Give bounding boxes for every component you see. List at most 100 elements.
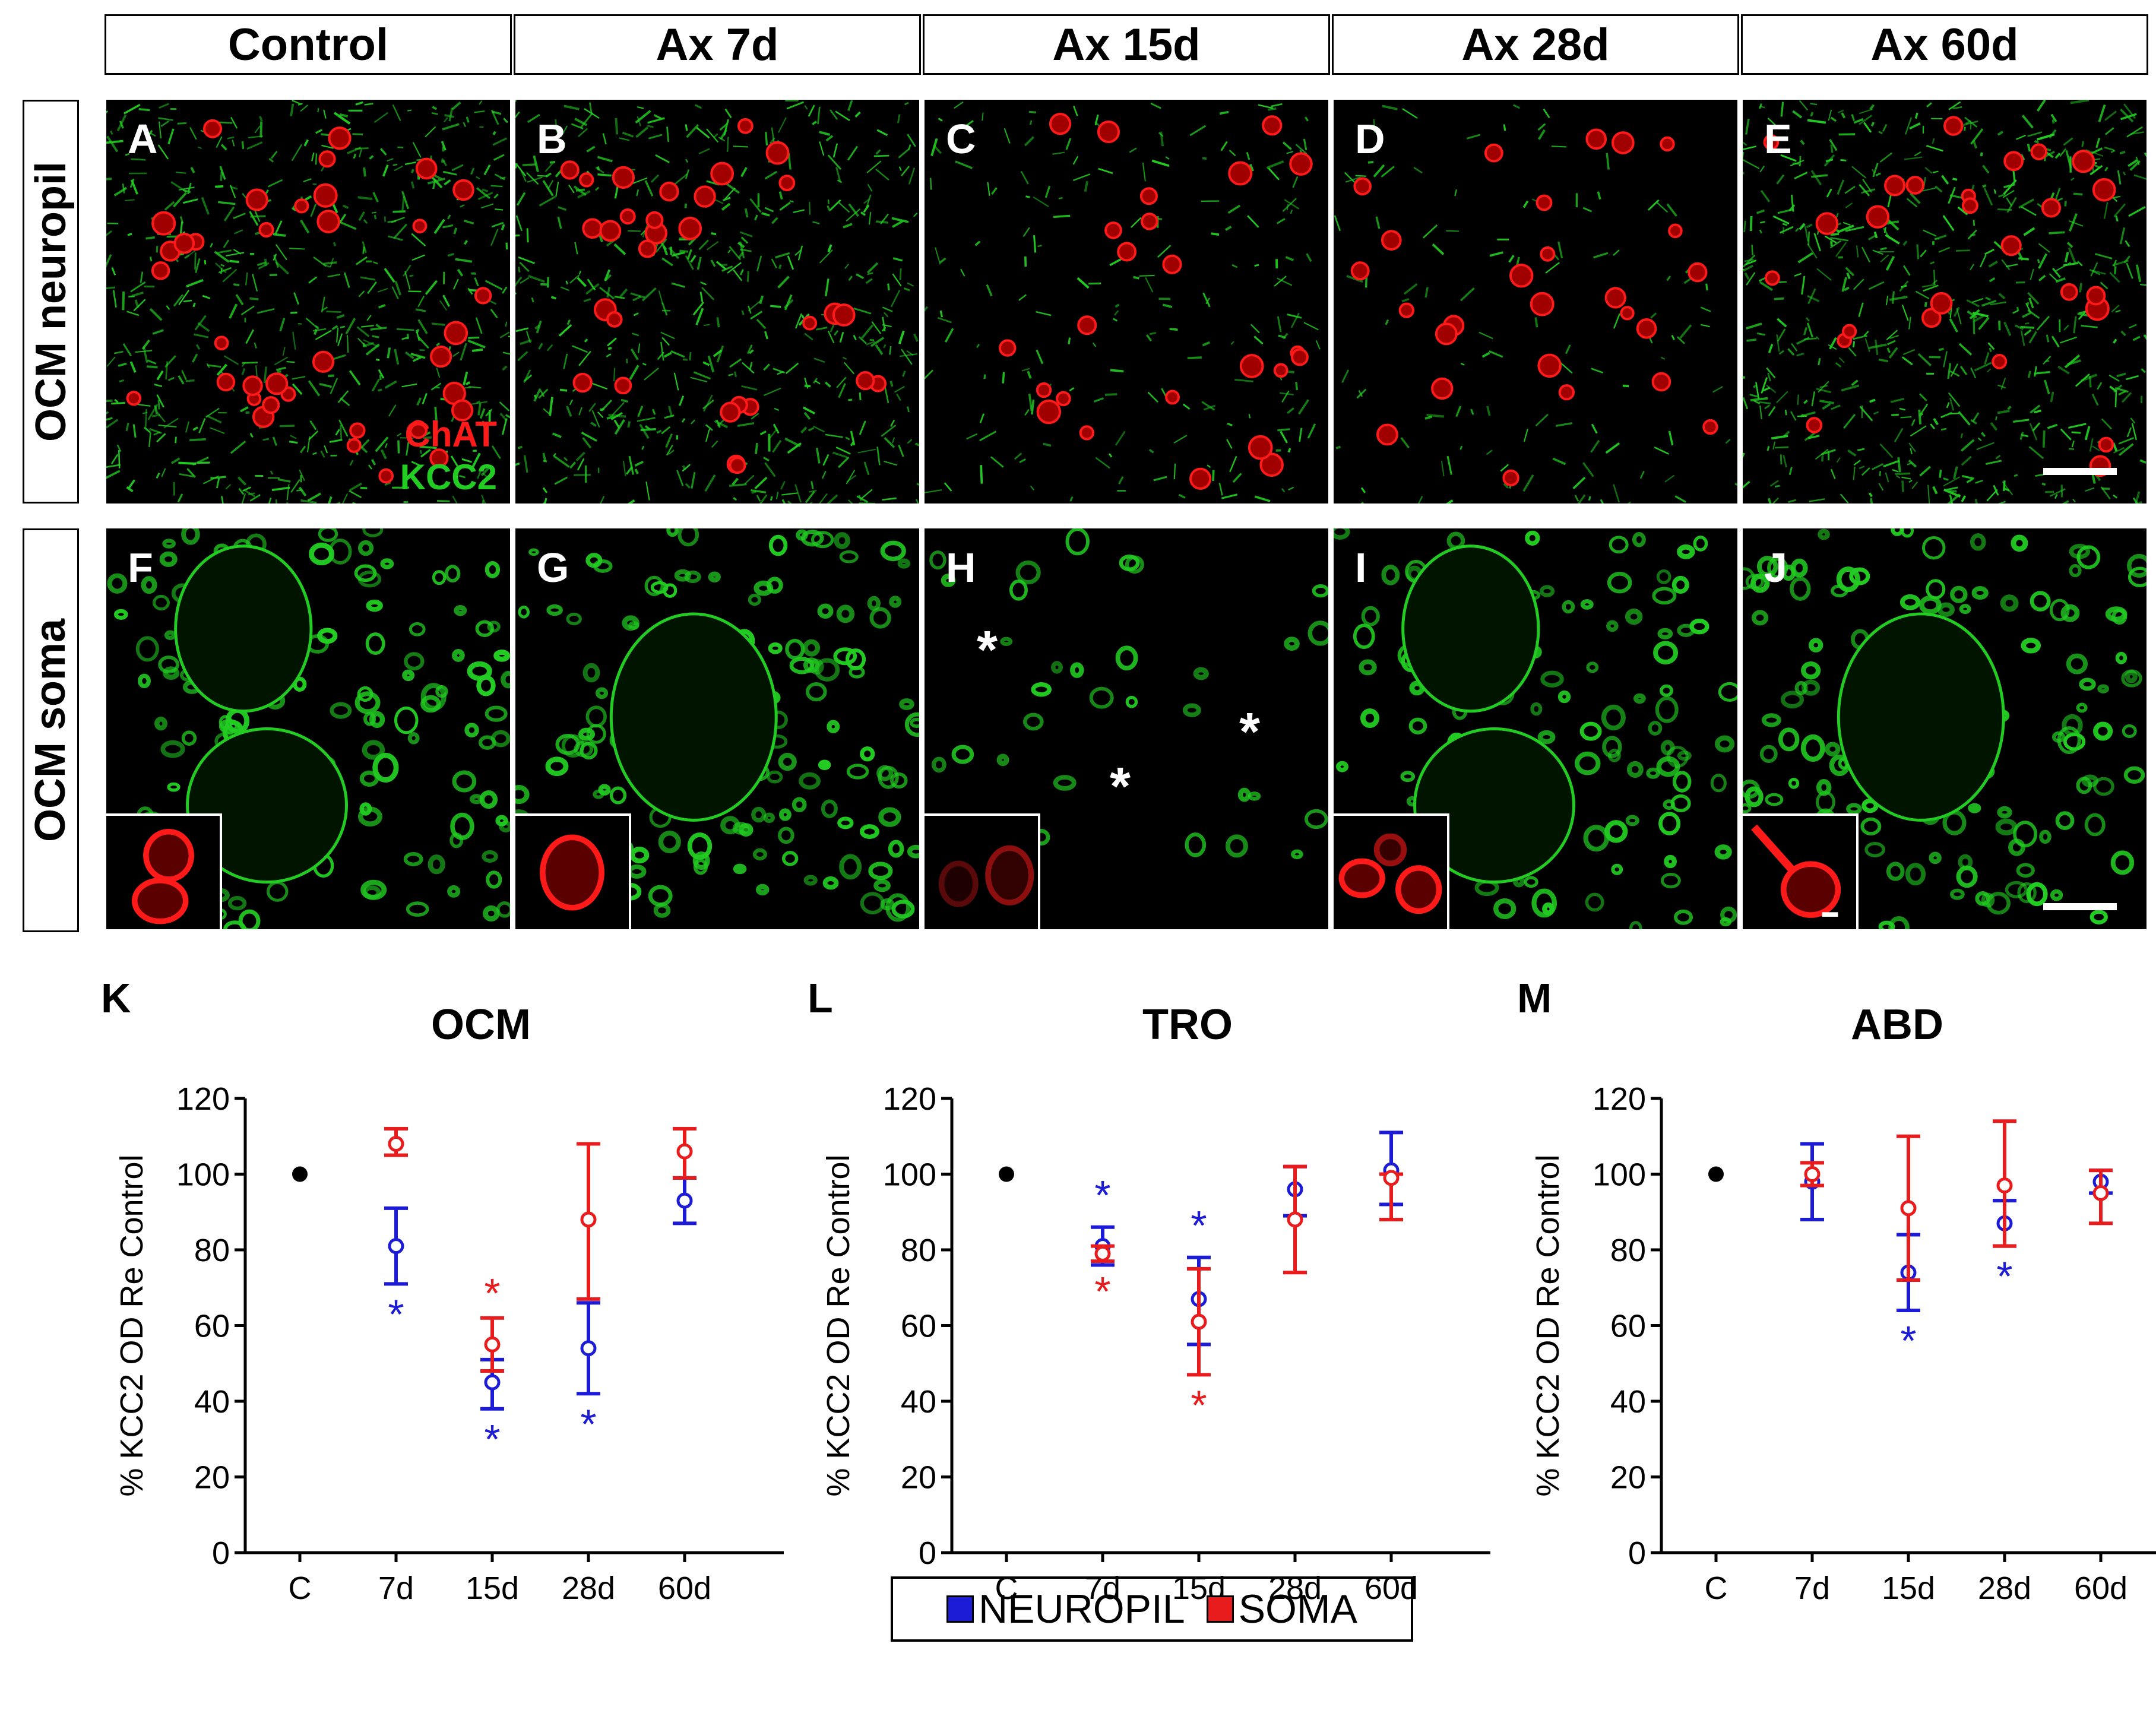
kcc2-fiber bbox=[1145, 277, 1154, 293]
kcc2-bouton bbox=[493, 649, 510, 662]
kcc2-fiber bbox=[811, 481, 814, 489]
kcc2-fiber bbox=[122, 343, 132, 357]
kcc2-bouton bbox=[644, 575, 664, 596]
kcc2-fiber bbox=[1961, 455, 1972, 466]
kcc2-fiber bbox=[1613, 313, 1621, 329]
kcc2-fiber bbox=[538, 343, 543, 350]
kcc2-fiber bbox=[897, 114, 901, 124]
kcc2-fiber bbox=[732, 477, 739, 486]
x-tick-label: 7d bbox=[1794, 1570, 1830, 1606]
kcc2-fiber bbox=[2081, 141, 2084, 147]
kcc2-fiber bbox=[1303, 322, 1319, 331]
chat-cell bbox=[1780, 861, 1841, 918]
kcc2-fiber bbox=[1918, 409, 1922, 425]
kcc2-bouton bbox=[1632, 531, 1646, 547]
kcc2-fiber bbox=[615, 118, 619, 135]
panel-label: J bbox=[1764, 544, 1787, 591]
kcc2-fiber bbox=[1797, 394, 1799, 406]
kcc2-bouton bbox=[1790, 577, 1811, 601]
kcc2-fiber bbox=[525, 172, 539, 185]
kcc2-fiber bbox=[135, 350, 153, 353]
kcc2-fiber bbox=[140, 271, 144, 283]
kcc2-fiber bbox=[1037, 245, 1042, 248]
kcc2-fiber bbox=[368, 464, 373, 470]
kcc2-fiber bbox=[1830, 468, 1836, 479]
kcc2-fiber bbox=[220, 264, 225, 267]
kcc2-bouton bbox=[687, 832, 713, 860]
kcc2-fiber bbox=[1303, 138, 1307, 151]
kcc2-fiber bbox=[178, 289, 190, 305]
kcc2-bouton bbox=[2016, 863, 2035, 878]
kcc2-bouton bbox=[330, 702, 352, 719]
chat-neuron bbox=[316, 210, 340, 233]
chat-neuron bbox=[1943, 116, 1964, 136]
kcc2-fiber bbox=[954, 101, 964, 109]
kcc2-fiber bbox=[830, 324, 835, 332]
kcc2-fiber bbox=[1280, 430, 1288, 444]
kcc2-fiber bbox=[1224, 226, 1232, 231]
kcc2-fiber bbox=[195, 344, 201, 350]
kcc2-fiber bbox=[1901, 305, 1909, 321]
kcc2-fiber bbox=[784, 294, 793, 311]
chat-neuron bbox=[579, 172, 594, 188]
chat-neuron bbox=[1585, 128, 1607, 150]
kcc2-fiber bbox=[131, 291, 144, 297]
kcc2-fiber bbox=[2057, 365, 2070, 375]
kcc2-fiber bbox=[1024, 408, 1030, 416]
kcc2-fiber bbox=[186, 468, 196, 478]
kcc2-fiber bbox=[1974, 499, 1978, 504]
kcc2-fiber bbox=[2139, 284, 2146, 286]
kcc2-bouton bbox=[1602, 736, 1622, 758]
kcc2-fiber bbox=[727, 262, 742, 274]
kcc2-fiber bbox=[1743, 452, 1745, 459]
kcc2-fiber bbox=[907, 439, 913, 444]
kcc2-fiber bbox=[132, 424, 137, 438]
kcc2-fiber bbox=[1148, 448, 1154, 454]
kcc2-fiber bbox=[751, 490, 756, 494]
kcc2-fiber bbox=[119, 379, 125, 383]
kcc2-fiber bbox=[340, 325, 346, 329]
kcc2-fiber bbox=[1110, 369, 1124, 373]
kcc2-fiber bbox=[1859, 406, 1873, 422]
chat-neuron bbox=[474, 287, 492, 305]
kcc2-bouton bbox=[2060, 604, 2080, 622]
kcc2-bouton bbox=[1381, 564, 1400, 585]
chat-neuron bbox=[1077, 315, 1097, 335]
kcc2-fiber bbox=[292, 331, 296, 350]
chat-neuron bbox=[1764, 270, 1780, 286]
kcc2-fiber bbox=[370, 327, 387, 331]
kcc2-fiber bbox=[1024, 136, 1035, 147]
kcc2-fiber bbox=[711, 232, 717, 236]
chart-ocm: K OCM% KCC2 OD Re Control 0 20 40 60 80 100 120 C… bbox=[101, 974, 790, 1609]
kcc2-fiber bbox=[1600, 499, 1604, 504]
kcc2-fiber bbox=[750, 311, 763, 320]
kcc2-fiber bbox=[410, 353, 426, 359]
kcc2-fiber bbox=[1266, 160, 1284, 169]
kcc2-fiber bbox=[1819, 385, 1828, 388]
kcc2-fiber bbox=[839, 331, 844, 343]
chat-neuron bbox=[378, 468, 394, 484]
kcc2-fiber bbox=[358, 290, 365, 297]
kcc2-fiber bbox=[2046, 334, 2050, 343]
kcc2-bouton bbox=[545, 756, 569, 777]
kcc2-bouton bbox=[1119, 555, 1140, 572]
kcc2-bouton bbox=[2013, 821, 2038, 848]
kcc2-bouton bbox=[1115, 645, 1138, 671]
kcc2-fiber bbox=[130, 281, 146, 293]
kcc2-fiber bbox=[710, 259, 716, 267]
kcc2-fiber bbox=[1574, 495, 1579, 502]
kcc2-fiber bbox=[1838, 109, 1844, 113]
kcc2-fiber bbox=[652, 408, 656, 415]
y-tick-label: 0 bbox=[919, 1535, 936, 1571]
kcc2-fiber bbox=[545, 172, 552, 178]
kcc2-fiber bbox=[845, 436, 850, 441]
kcc2-fiber bbox=[980, 465, 983, 484]
kcc2-fiber bbox=[436, 368, 441, 378]
kcc2-fiber bbox=[756, 318, 767, 330]
kcc2-fiber bbox=[1712, 386, 1723, 393]
kcc2-fiber bbox=[158, 425, 177, 428]
kcc2-fiber bbox=[363, 339, 379, 348]
kcc2-bouton bbox=[1493, 898, 1517, 920]
kcc2-fiber bbox=[1953, 306, 1960, 317]
kcc2-fiber bbox=[194, 333, 209, 338]
